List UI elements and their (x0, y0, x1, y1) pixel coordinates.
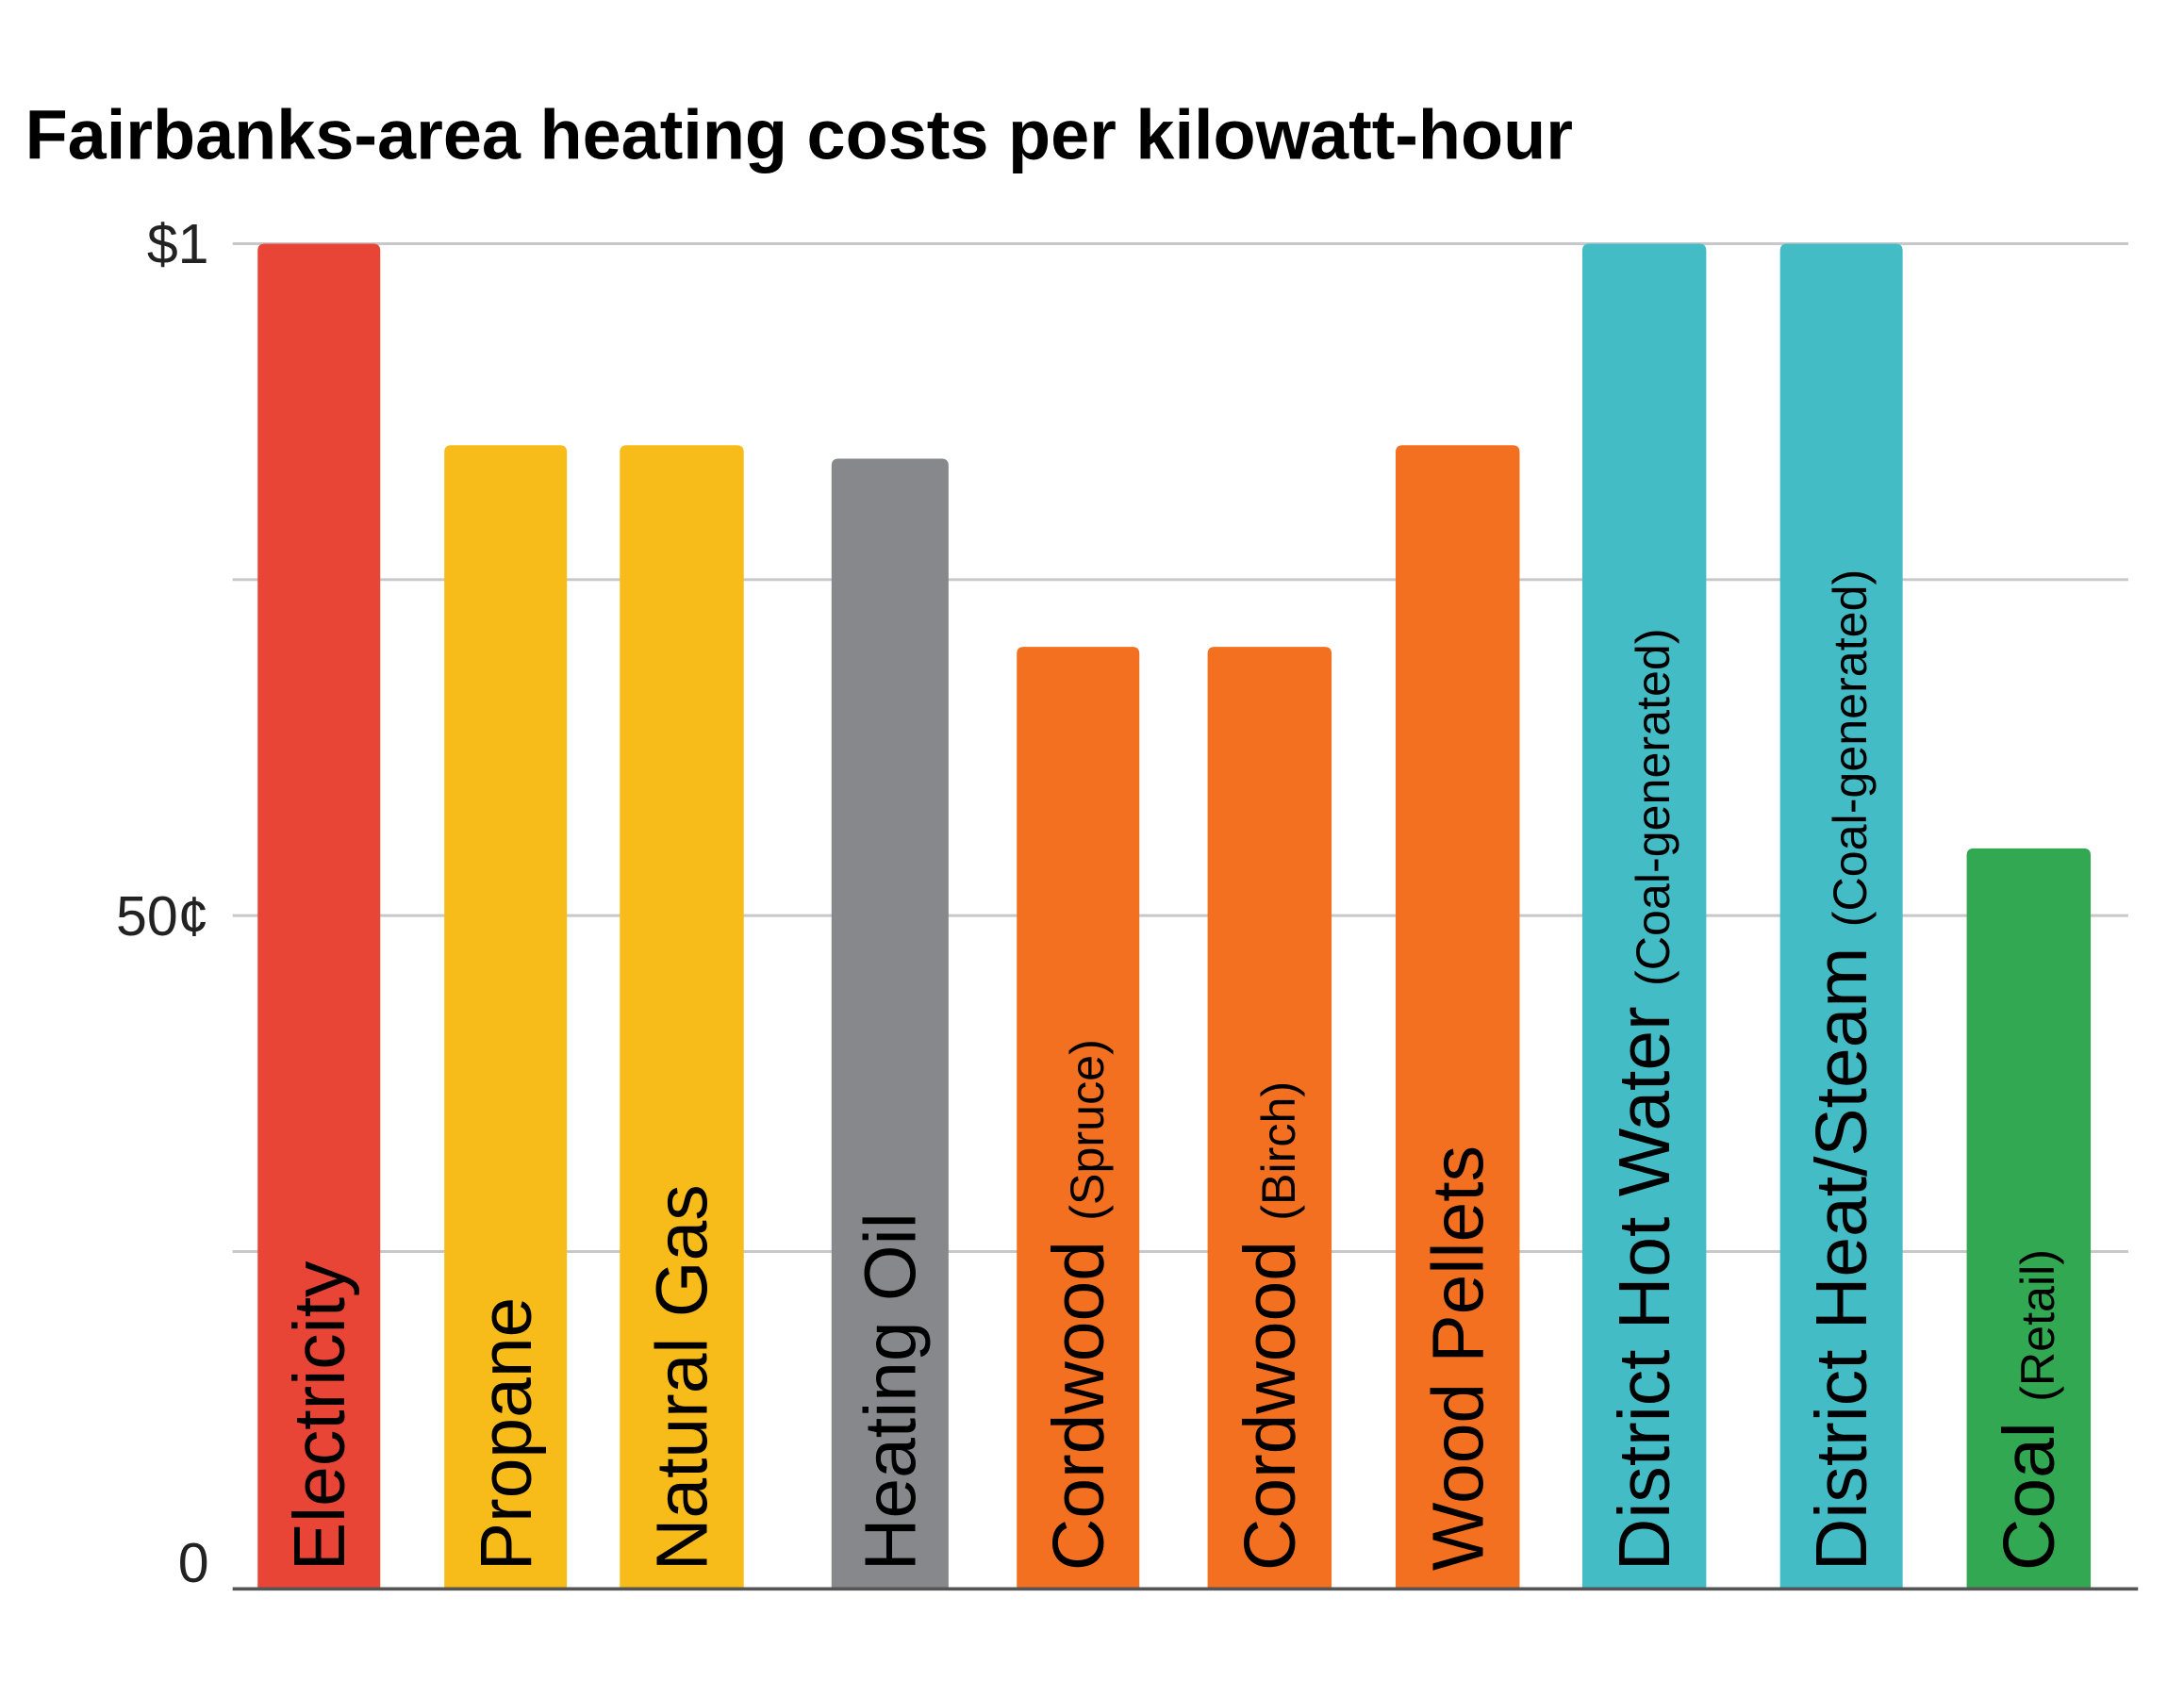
category-name: Cordwood (1038, 1241, 1119, 1571)
category-label: Wood Pellets (1417, 1145, 1498, 1571)
category-label: District Heat/Steam (Coal-generated) (1801, 569, 1882, 1571)
chart-title: Fairbanks-area heating costs per kilowat… (25, 95, 1573, 173)
bar (1581, 243, 1707, 1588)
category-note: (Spruce) (1061, 1039, 1114, 1221)
category-note: (Birch) (1252, 1081, 1305, 1221)
bar (1207, 647, 1332, 1588)
bar (620, 445, 744, 1588)
bars: Electricity Propane Natural Gas Heating Oil… (257, 243, 2092, 1588)
y-tick-label: $1 (147, 213, 209, 275)
category-label: Natural Gas (642, 1184, 723, 1571)
category-note: (Coal-generated) (1627, 628, 1679, 986)
bar (1779, 243, 1903, 1588)
category-label: Cordwood (Birch) (1230, 1081, 1311, 1571)
category-name: Electricity (279, 1260, 360, 1571)
bar (444, 445, 568, 1588)
category-note: (Retail) (2011, 1249, 2064, 1402)
bar (831, 458, 949, 1588)
category-name: District Heat/Steam (1801, 947, 1882, 1571)
category-name: Heating Oil (850, 1212, 931, 1571)
category-name: Propane (466, 1297, 547, 1571)
category-note: (Coal-generated) (1824, 569, 1877, 928)
category-name: District Hot Water (1604, 1006, 1685, 1571)
bar (257, 243, 381, 1588)
category-name: Cordwood (1230, 1241, 1311, 1571)
category-name: Coal (1989, 1422, 2070, 1571)
category-label: Electricity (279, 1260, 360, 1571)
category-name: Natural Gas (642, 1184, 723, 1571)
category-label: Heating Oil (850, 1212, 931, 1571)
y-tick-label: 0 (178, 1532, 209, 1594)
category-name: Wood Pellets (1417, 1145, 1498, 1571)
y-tick-label: 50¢ (116, 885, 209, 947)
bar (1395, 445, 1520, 1588)
category-label: Coal (Retail) (1989, 1249, 2070, 1571)
category-label: District Hot Water (Coal-generated) (1604, 628, 1685, 1571)
category-label: Propane (466, 1297, 547, 1571)
bar (1966, 848, 2092, 1588)
bar (1017, 647, 1140, 1588)
category-label: Cordwood (Spruce) (1038, 1039, 1119, 1571)
